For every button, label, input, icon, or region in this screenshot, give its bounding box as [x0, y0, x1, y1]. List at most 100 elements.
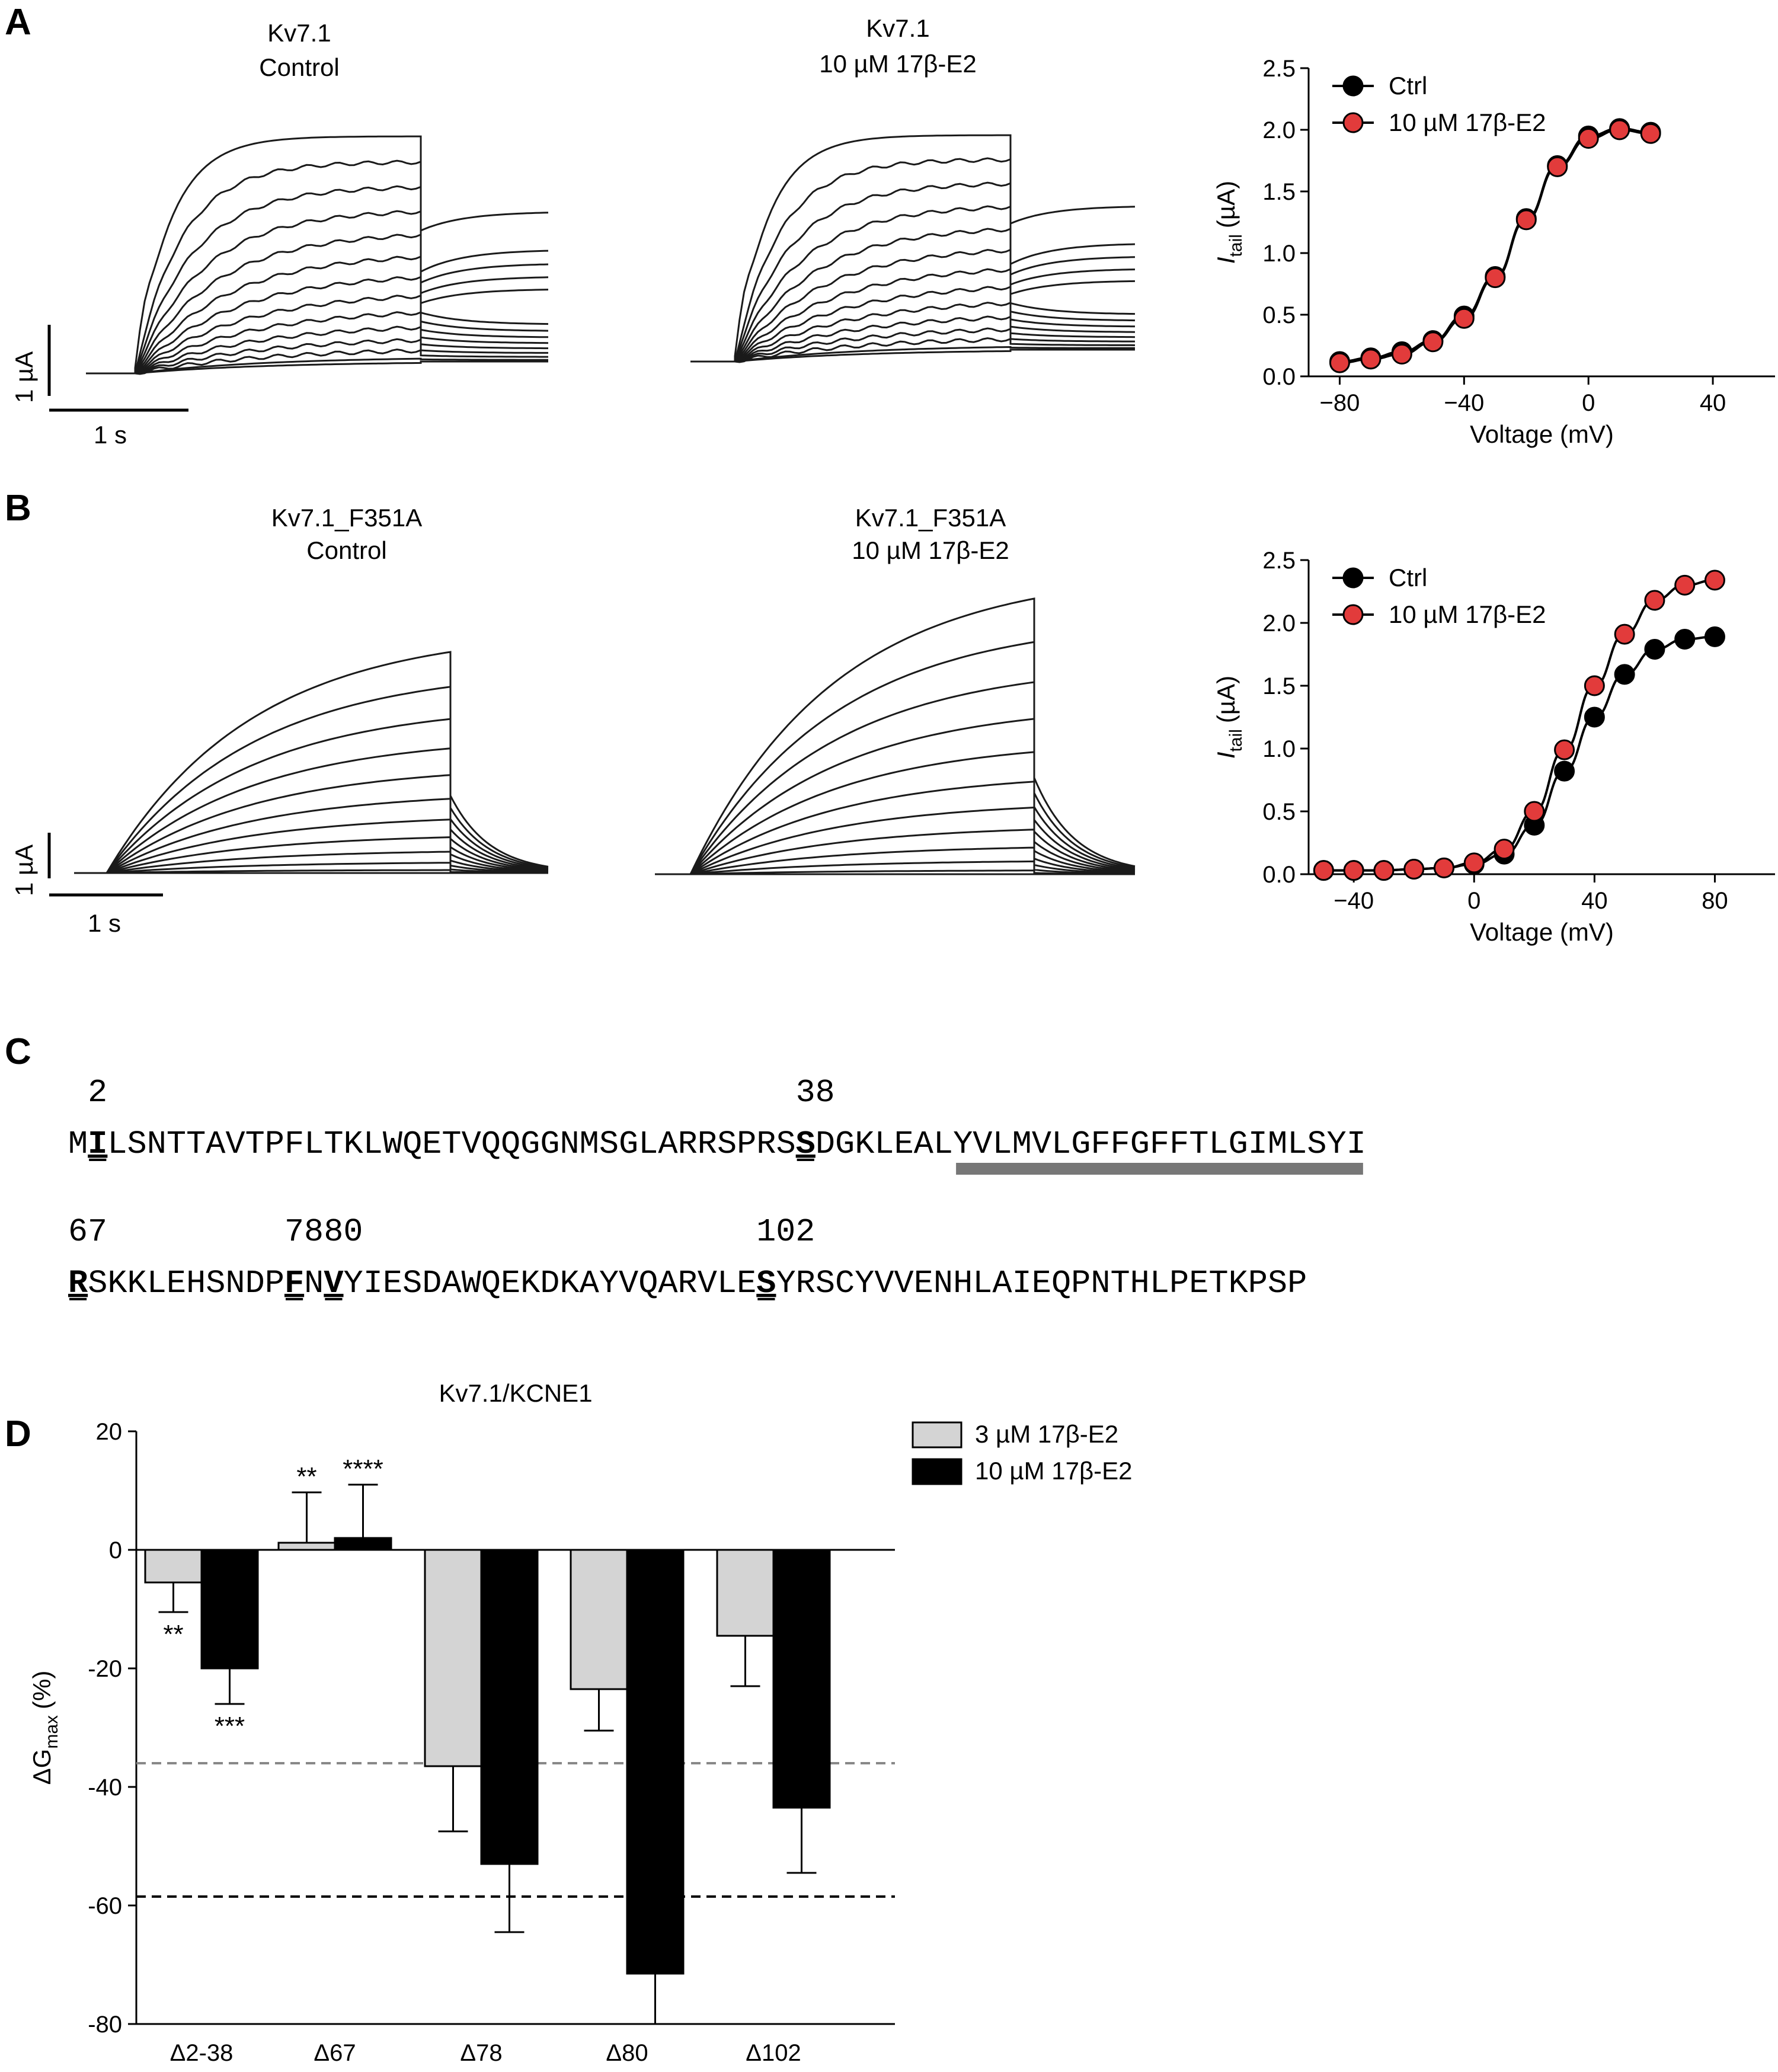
y-axis-label-sub: tail [1226, 729, 1246, 752]
data-point-e2 [1422, 331, 1444, 353]
bar-10um [626, 1549, 685, 1975]
scale-bar-b-y-label: 1 µA [10, 845, 38, 896]
sequence-segment: YRSCYVVENHLAIEQPNTHLPETKPSP [776, 1265, 1307, 1302]
sequence-line: MILSNTTAVTPFLTKLWQETVQQGGNMSGLARRSPRS SDG… [68, 1125, 1366, 1163]
residue-number-102: 102 [756, 1213, 815, 1251]
current-trace-sweep [690, 315, 1136, 363]
x-tick-label: 80 [1702, 888, 1728, 914]
current-trace-sweep [690, 227, 1136, 363]
current-trace-sweep [690, 346, 1135, 363]
data-point-e2 [1343, 860, 1364, 881]
current-trace-sweep [86, 159, 549, 375]
x-category-label: Δ78 [460, 2040, 502, 2066]
bar-3um [144, 1549, 203, 1584]
current-trace-sweep [655, 829, 1136, 875]
x-tick-label: 0 [1582, 390, 1595, 416]
y-axis-label-var: ΔG [28, 1749, 56, 1785]
data-point-e2 [1515, 209, 1537, 231]
current-trace-sweep [86, 210, 549, 375]
y-axis-label: Itail (µA) [1212, 181, 1246, 264]
highlighted-residue: S [796, 1125, 816, 1163]
legend-label: 3 µM 17β-E2 [975, 1420, 1118, 1448]
current-trace-sweep [74, 774, 549, 874]
scale-bar-b-x-label: 1 s [88, 909, 121, 937]
y-tick-label: 1.0 [1262, 736, 1296, 762]
current-trace-sweep [74, 747, 549, 874]
data-point-e2 [1584, 675, 1605, 696]
data-point-e2 [1453, 308, 1475, 329]
legend-marker [1342, 567, 1364, 589]
trace-a-control-title-1: Kv7.1 [267, 19, 331, 47]
x-tick-label: −80 [1320, 390, 1360, 416]
current-trace-sweep [690, 181, 1136, 363]
bar-10um [772, 1549, 831, 1809]
data-point-ctrl [1644, 639, 1665, 660]
y-tick-label: 2.0 [1262, 117, 1296, 143]
current-trace-sweep [74, 818, 549, 874]
current-trace-sweep [690, 248, 1136, 363]
legend-label: Ctrl [1389, 72, 1427, 100]
x-tick-label: −40 [1334, 888, 1374, 914]
data-point-ctrl [1674, 629, 1696, 650]
legend-marker [1342, 75, 1364, 97]
x-category-label: Δ102 [746, 2040, 801, 2066]
x-axis-label: Voltage (mV) [1470, 918, 1614, 946]
trace-b-e2-title-2: 10 µM 17β-E2 [852, 536, 1009, 564]
current-trace-sweep [86, 348, 548, 375]
legend-marker [1342, 604, 1364, 625]
current-trace-sweep [86, 185, 549, 375]
y-axis-label-sub: max [42, 1715, 62, 1749]
data-point-ctrl [1614, 664, 1635, 685]
sequence-line: RSKKLEHSNDPFNVYIESDAWQEKDKAYVQARVLESYRSC… [68, 1265, 1307, 1302]
data-point-ctrl [1704, 626, 1725, 647]
x-tick-label: −40 [1444, 390, 1484, 416]
y-axis-label: Itail (µA) [1212, 676, 1246, 759]
data-point-e2 [1640, 123, 1661, 144]
current-traces-b-control [74, 651, 549, 874]
significance-marker: ** [163, 1620, 183, 1649]
x-tick-label: 0 [1467, 888, 1480, 914]
data-point-e2 [1578, 128, 1599, 149]
bar-10um [480, 1549, 539, 1865]
bar-10um [334, 1537, 392, 1551]
legend-label: Ctrl [1389, 564, 1427, 591]
data-point-e2 [1391, 344, 1412, 365]
current-trace-sweep [690, 205, 1136, 363]
y-axis-label-unit: (µA) [1212, 181, 1240, 228]
y-tick-label: -40 [88, 1774, 122, 1801]
legend-label: 10 µM 17β-E2 [1389, 600, 1546, 628]
current-trace-sweep [86, 135, 549, 375]
scale-bar-a: 1 µA 1 s [10, 325, 188, 449]
scale-bar-b: 1 µA 1 s [10, 833, 163, 937]
scale-bar-a-x-label: 1 s [94, 421, 127, 449]
data-point-e2 [1524, 801, 1545, 822]
trace-b-e2-title-1: Kv7.1_F351A [855, 504, 1006, 532]
x-axis-label: Voltage (mV) [1470, 420, 1614, 448]
current-trace-sweep [74, 718, 549, 874]
sequence-segment: DGKLEALYVLMVLGFFGFFTLGIMLSYI [816, 1125, 1366, 1163]
trace-a-control-title-2: Control [259, 53, 339, 81]
current-trace-sweep [86, 276, 549, 375]
current-trace-sweep [655, 869, 1135, 875]
iv-chart-a: 0.0 0.5 1.0 1.5 2.0 2.5 −80 −40 0 40 Voltage (mV) I… [1212, 56, 1775, 448]
bar-10um [200, 1549, 259, 1670]
current-traces-a-e2 [690, 134, 1136, 363]
current-trace-sweep [655, 781, 1136, 875]
current-trace-sweep [74, 862, 548, 874]
x-category-label: Δ80 [606, 2040, 648, 2066]
current-trace-sweep [86, 233, 549, 375]
significance-marker: **** [343, 1454, 383, 1483]
y-tick-label: 0.5 [1262, 799, 1296, 825]
y-tick-label: 1.5 [1262, 673, 1296, 699]
current-trace-sweep [74, 850, 549, 874]
trace-a-e2-title-1: Kv7.1 [866, 14, 929, 42]
highlighted-residue: I [88, 1125, 107, 1163]
y-tick-label: -80 [88, 2012, 122, 2038]
residue-number-38: 38 [796, 1074, 835, 1111]
current-trace-sweep [655, 806, 1136, 875]
data-point-e2 [1674, 574, 1696, 596]
bar-3um [716, 1549, 775, 1637]
y-axis-label-var: I [1212, 257, 1240, 264]
legend-label: 10 µM 17β-E2 [975, 1457, 1132, 1485]
y-tick-label: 0 [109, 1537, 122, 1563]
